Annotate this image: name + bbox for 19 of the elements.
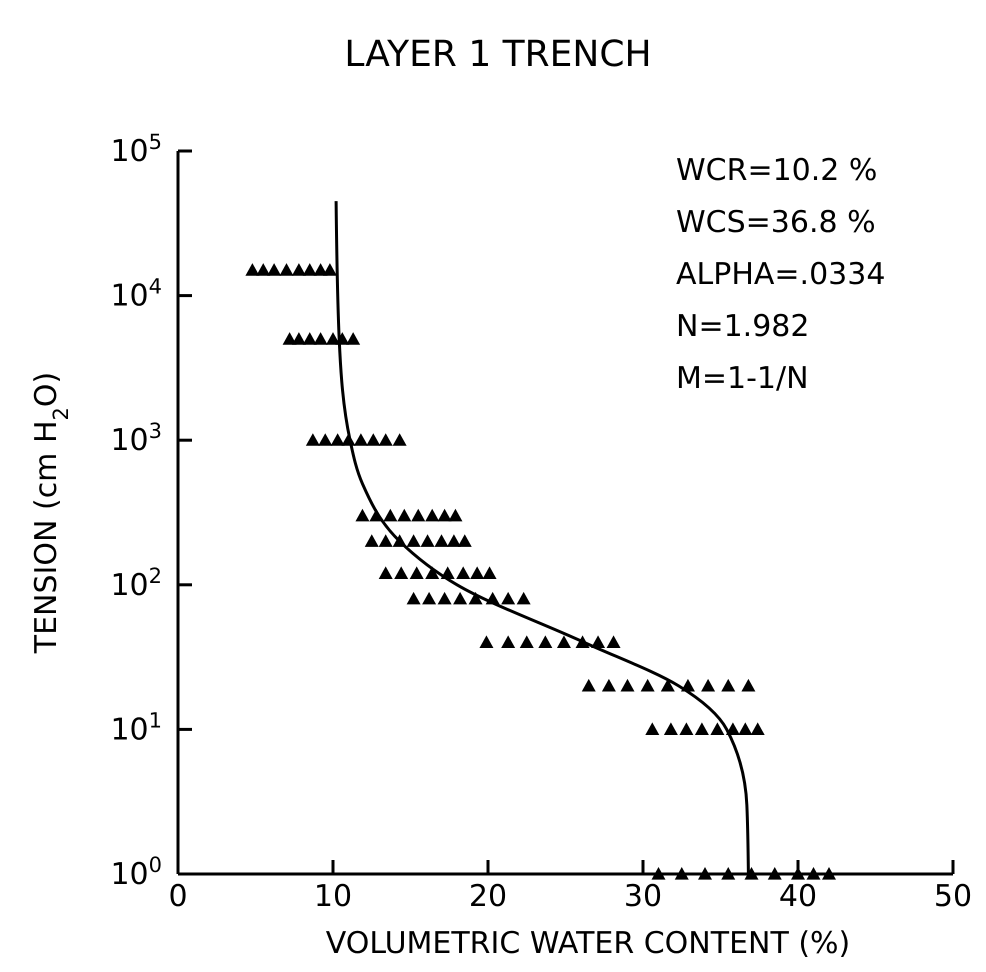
x-tick-label: 40: [778, 879, 818, 914]
y-tick-label: 10$^{3}$: [110, 419, 162, 458]
x-tick-label: 10: [314, 879, 352, 914]
x-tick-label: 30: [624, 879, 662, 914]
annotation: WCS=36.8 %: [676, 205, 876, 240]
y-tick-label: 10$^{1}$: [110, 708, 162, 748]
y-tick-label: 10$^{2}$: [110, 564, 162, 603]
annotation: N=1.982: [676, 309, 810, 344]
y-tick-label: 10$^{4}$: [110, 274, 162, 314]
x-tick-label: 0: [168, 879, 188, 914]
chart-title: LAYER 1 TRENCH: [344, 34, 652, 75]
annotation: WCR=10.2 %: [676, 153, 878, 188]
y-tick-label: 10$^{0}$: [110, 853, 162, 892]
x-tick-label: 50: [934, 879, 972, 914]
annotation: M=1-1/N: [676, 361, 809, 396]
y-tick-label: 10$^{5}$: [110, 130, 162, 169]
annotation: ALPHA=.0334: [676, 257, 886, 292]
x-tick-label: 20: [468, 879, 508, 914]
x-axis-title: VOLUMETRIC WATER CONTENT (%): [326, 926, 850, 961]
